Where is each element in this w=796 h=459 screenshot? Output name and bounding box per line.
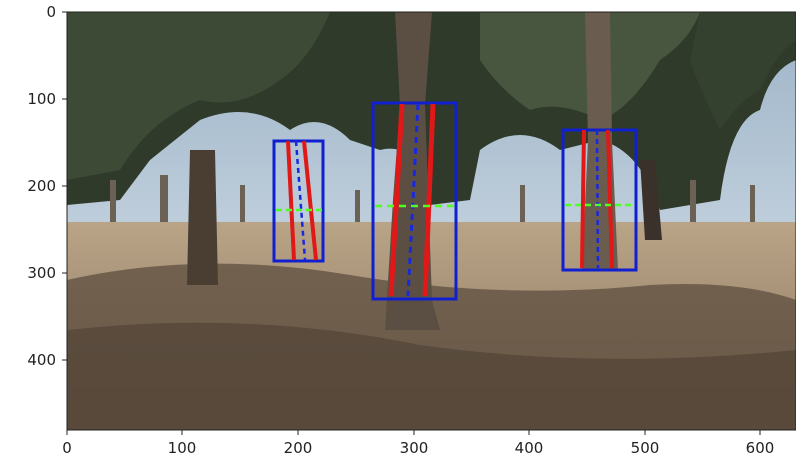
detection-overlays [272, 101, 638, 301]
y-tick-label: 0 [46, 3, 56, 21]
trunk-edge-line [580, 129, 586, 269]
detection-box [561, 128, 638, 272]
x-axis: 0 100 200 300 400 500 600 [62, 430, 774, 457]
x-tick-label: 300 [400, 439, 429, 457]
x-tick-label: 400 [515, 439, 544, 457]
trunk-center-line [294, 140, 307, 261]
x-tick-label: 500 [631, 439, 660, 457]
y-tick-label: 400 [27, 351, 56, 369]
trunk-edge-line [286, 140, 296, 261]
detection-box [371, 101, 458, 301]
x-tick-label: 0 [62, 439, 72, 457]
forest-photo [67, 12, 796, 430]
y-axis: 0 100 200 300 400 [27, 3, 67, 369]
trunk-edge-line [302, 140, 318, 261]
detection-box [272, 139, 325, 263]
x-tick-label: 100 [168, 439, 197, 457]
trunk-edge-line [606, 129, 614, 269]
trunk-edge-line [422, 103, 436, 297]
tree-trunk-left [187, 150, 218, 285]
axes-frame [66, 11, 796, 431]
x-tick-label: 200 [284, 439, 313, 457]
y-tick-label: 100 [27, 90, 56, 108]
y-tick-label: 200 [27, 177, 56, 195]
x-tick-label: 600 [746, 439, 775, 457]
trunk-edge-line [388, 103, 405, 297]
y-tick-label: 300 [27, 264, 56, 282]
